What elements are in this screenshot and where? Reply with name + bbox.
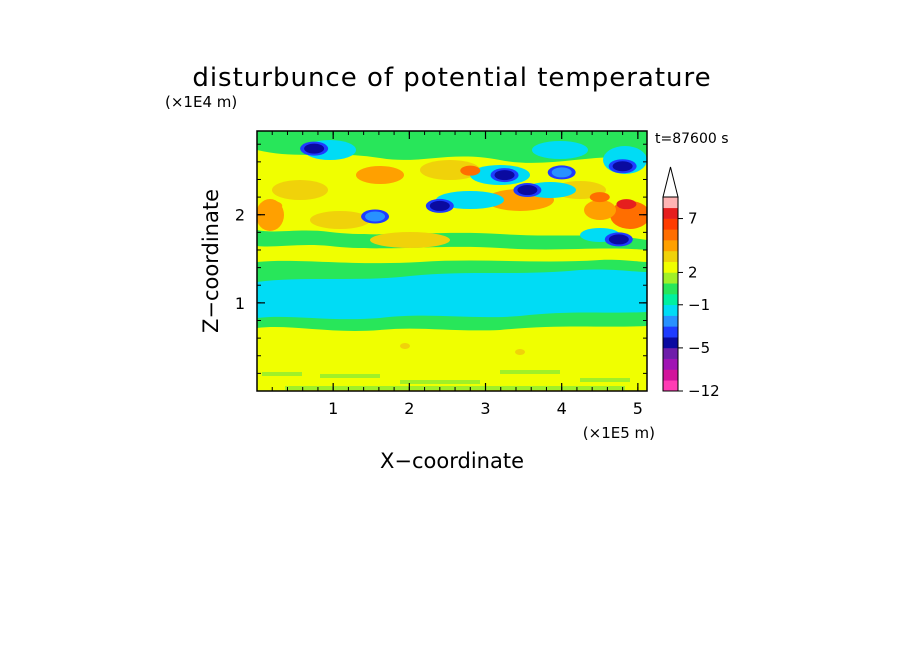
colorbar-swatch-9 <box>663 283 678 295</box>
colorbar-frame <box>662 196 679 392</box>
colorbar-swatch-2 <box>663 358 678 370</box>
colorbar-swatch-16 <box>663 207 678 219</box>
colorbar-swatch-6 <box>663 315 678 327</box>
feature-blobs <box>262 141 637 247</box>
y-axis-label: Z−coordinate <box>199 189 223 333</box>
heatmap-field <box>257 131 647 391</box>
colorbar-swatch-1 <box>663 369 678 381</box>
feature-blob-2 <box>429 200 450 211</box>
cyan-band <box>257 269 647 320</box>
x-tick-label-0: 1 <box>328 399 338 418</box>
time-label: t=87600 s <box>655 131 729 147</box>
colorbar-label-3: 2 <box>688 263 698 281</box>
colorbar-swatch-14 <box>663 229 678 241</box>
colorbar-swatch-10 <box>663 272 678 284</box>
colorbar-swatch-12 <box>663 250 678 262</box>
feature-blob-10 <box>262 200 283 211</box>
y-tick-label-0: 1 <box>235 294 245 313</box>
x-tick-label-4: 5 <box>633 399 643 418</box>
colorbar: −12−5−127 <box>662 166 720 400</box>
feature-blob-8 <box>616 199 637 210</box>
x-tick-label-3: 4 <box>557 399 567 418</box>
colorbar-swatch-7 <box>663 304 678 316</box>
y-tick-label-1: 2 <box>235 206 245 225</box>
colorbar-label-4: 7 <box>688 210 698 228</box>
colorbar-swatch-13 <box>663 240 678 252</box>
feature-blob-7 <box>608 234 629 245</box>
colorbar-swatch-4 <box>663 337 678 349</box>
plot-frame <box>256 130 648 392</box>
colorbar-swatch-11 <box>663 261 678 273</box>
feature-blob-1 <box>365 211 386 222</box>
feature-blob-11 <box>589 192 610 203</box>
x-axis-label: X−coordinate <box>380 449 524 473</box>
colorbar-label-0: −12 <box>688 382 720 400</box>
colorbar-swatch-3 <box>663 347 678 359</box>
colorbar-label-1: −5 <box>688 339 710 357</box>
colorbar-label-2: −1 <box>688 296 710 314</box>
x-axis: 1 2 3 4 5 <box>271 131 643 418</box>
colorbar-swatch-17 <box>663 197 678 209</box>
x-tick-label-1: 2 <box>404 399 414 418</box>
colorbar-extend-arrow <box>662 166 679 198</box>
feature-blob-9 <box>460 165 481 176</box>
colorbar-swatch-8 <box>663 294 678 306</box>
feature-blob-6 <box>612 161 633 172</box>
y-unit-label: (×1E4 m) <box>165 93 237 111</box>
chart-title: disturbunce of potential temperature <box>192 63 711 93</box>
colorbar-swatch-0 <box>663 380 678 392</box>
colorbar-swatch-5 <box>663 326 678 338</box>
feature-blob-0 <box>304 143 325 154</box>
feature-blob-3 <box>517 185 538 196</box>
colorbar-swatch-15 <box>663 218 678 230</box>
y-axis: 12 <box>235 143 647 374</box>
feature-blob-5 <box>551 167 572 178</box>
x-tick-label-2: 3 <box>480 399 490 418</box>
feature-blob-4 <box>494 170 515 181</box>
x-unit-label: (×1E5 m) <box>583 424 655 442</box>
